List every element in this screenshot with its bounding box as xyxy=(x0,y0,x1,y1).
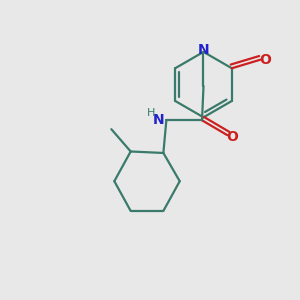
Text: H: H xyxy=(147,108,155,118)
Text: N: N xyxy=(198,44,209,57)
Text: O: O xyxy=(227,130,239,144)
Text: N: N xyxy=(153,113,165,127)
Text: O: O xyxy=(260,53,272,67)
